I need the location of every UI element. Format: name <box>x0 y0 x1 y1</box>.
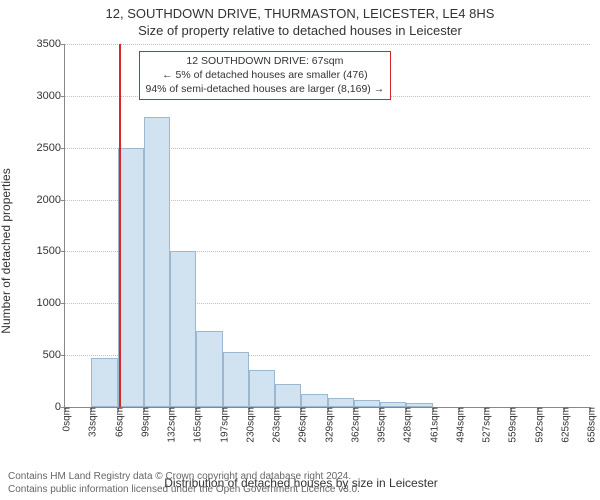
xtick-label: 296sqm <box>294 407 309 443</box>
histogram-bar <box>249 370 275 407</box>
xtick-label: 625sqm <box>556 407 571 443</box>
ytick-label: 500 <box>43 349 65 361</box>
histogram-bar <box>354 400 380 407</box>
xtick-label: 99sqm <box>136 407 151 437</box>
histogram-bar <box>170 251 196 407</box>
ytick-label: 2500 <box>37 142 65 154</box>
xtick-label: 461sqm <box>425 407 440 443</box>
xtick-label: 33sqm <box>84 407 99 437</box>
chart-area: Number of detached properties 0500100015… <box>10 44 592 458</box>
histogram-bar <box>328 398 354 407</box>
xtick-label: 428sqm <box>399 407 414 443</box>
footer-line2: Contains public information licensed und… <box>8 484 360 497</box>
infobox-line1: 12 SOUTHDOWN DRIVE: 67sqm <box>146 55 385 69</box>
ytick-label: 3000 <box>37 90 65 102</box>
xtick-label: 494sqm <box>451 407 466 443</box>
xtick-label: 0sqm <box>58 407 73 431</box>
histogram-bar <box>275 384 301 407</box>
xtick-label: 658sqm <box>583 407 598 443</box>
ytick-label: 1500 <box>37 245 65 257</box>
y-axis-label: Number of detached properties <box>0 168 13 333</box>
xtick-label: 592sqm <box>530 407 545 443</box>
ytick-label: 1000 <box>37 297 65 309</box>
chart-subtitle: Size of property relative to detached ho… <box>0 23 600 40</box>
xtick-label: 395sqm <box>373 407 388 443</box>
property-infobox: 12 SOUTHDOWN DRIVE: 67sqm ← 5% of detach… <box>139 51 392 100</box>
footer-attribution: Contains HM Land Registry data © Crown c… <box>8 471 360 496</box>
infobox-line2: ← 5% of detached houses are smaller (476… <box>146 69 385 83</box>
xtick-label: 132sqm <box>163 407 178 443</box>
xtick-label: 559sqm <box>504 407 519 443</box>
xtick-label: 197sqm <box>215 407 230 443</box>
gridline <box>65 44 590 45</box>
histogram-bar <box>118 148 144 407</box>
xtick-label: 527sqm <box>478 407 493 443</box>
xtick-label: 66sqm <box>110 407 125 437</box>
chart-title: 12, SOUTHDOWN DRIVE, THURMASTON, LEICEST… <box>0 6 600 23</box>
ytick-label: 3500 <box>37 38 65 50</box>
xtick-label: 263sqm <box>268 407 283 443</box>
plot-region: 05001000150020002500300035000sqm33sqm66s… <box>64 44 590 408</box>
ytick-label: 2000 <box>37 194 65 206</box>
histogram-bar <box>144 117 170 407</box>
chart-header: 12, SOUTHDOWN DRIVE, THURMASTON, LEICEST… <box>0 0 600 40</box>
histogram-bar <box>91 358 117 407</box>
xtick-label: 165sqm <box>189 407 204 443</box>
xtick-label: 329sqm <box>320 407 335 443</box>
xtick-label: 362sqm <box>346 407 361 443</box>
histogram-bar <box>223 352 249 407</box>
infobox-line3: 94% of semi-detached houses are larger (… <box>146 83 385 97</box>
property-marker-line <box>119 44 121 407</box>
footer-line1: Contains HM Land Registry data © Crown c… <box>8 471 360 484</box>
xtick-label: 230sqm <box>241 407 256 443</box>
histogram-bar <box>196 331 222 407</box>
histogram-bar <box>301 394 327 407</box>
